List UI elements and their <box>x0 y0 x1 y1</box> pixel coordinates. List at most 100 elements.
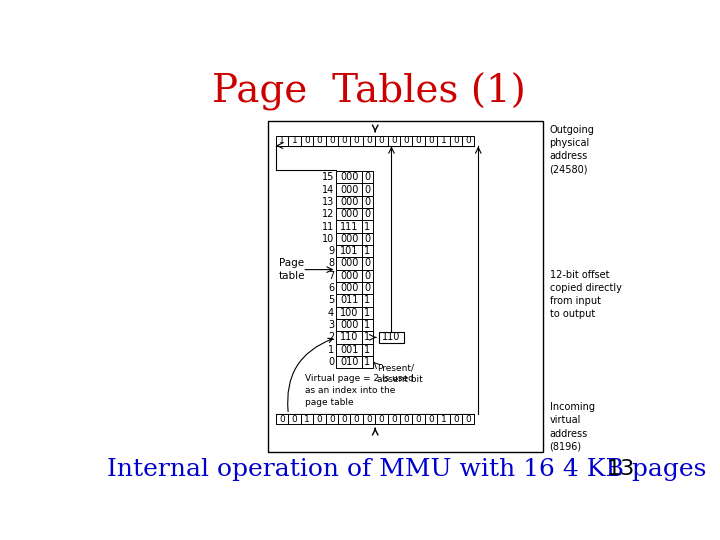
Bar <box>336 343 362 356</box>
Text: 011: 011 <box>340 295 359 306</box>
Text: 1: 1 <box>364 295 371 306</box>
Text: 0: 0 <box>364 283 371 293</box>
Text: 12-bit offset
copied directly
from input
to output: 12-bit offset copied directly from input… <box>549 269 621 319</box>
Bar <box>462 136 474 146</box>
Text: 100: 100 <box>340 308 359 318</box>
Text: 0: 0 <box>354 415 359 424</box>
Bar <box>449 136 462 146</box>
Text: 0: 0 <box>428 136 434 145</box>
Text: 10: 10 <box>322 234 334 244</box>
Text: 000: 000 <box>340 209 359 219</box>
Bar <box>336 294 362 307</box>
Bar <box>336 195 362 208</box>
Text: 1: 1 <box>279 136 285 145</box>
Text: 1: 1 <box>364 333 371 342</box>
Text: 1: 1 <box>328 345 334 355</box>
Bar <box>362 245 373 257</box>
Text: 0: 0 <box>354 136 359 145</box>
Bar <box>325 136 338 146</box>
Text: 0: 0 <box>279 415 285 424</box>
Bar <box>449 414 462 424</box>
Text: 9: 9 <box>328 246 334 256</box>
Text: 0: 0 <box>364 234 371 244</box>
Text: 000: 000 <box>340 234 359 244</box>
Text: 0: 0 <box>403 415 409 424</box>
Text: 000: 000 <box>340 271 359 281</box>
Text: 000: 000 <box>340 172 359 182</box>
Text: 001: 001 <box>340 345 359 355</box>
Text: 1: 1 <box>364 221 371 232</box>
Bar <box>336 184 362 195</box>
Bar <box>336 282 362 294</box>
Bar <box>276 136 289 146</box>
Bar <box>362 184 373 195</box>
Bar <box>313 136 325 146</box>
Bar <box>336 220 362 233</box>
Text: 6: 6 <box>328 283 334 293</box>
Text: 0: 0 <box>391 415 397 424</box>
Bar <box>276 414 289 424</box>
Text: 1: 1 <box>292 136 297 145</box>
Text: 0: 0 <box>364 185 371 194</box>
Text: 0: 0 <box>329 415 335 424</box>
Bar <box>338 136 351 146</box>
Bar <box>325 414 338 424</box>
Bar <box>362 282 373 294</box>
Bar <box>362 343 373 356</box>
Text: 0: 0 <box>329 136 335 145</box>
Text: 110: 110 <box>340 333 359 342</box>
Text: 110: 110 <box>382 333 400 342</box>
Text: 010: 010 <box>340 357 359 367</box>
Text: Outgoing
physical
address
(24580): Outgoing physical address (24580) <box>549 125 595 174</box>
Text: Internal operation of MMU with 16 4 KB pages: Internal operation of MMU with 16 4 KB p… <box>107 457 706 481</box>
Text: 14: 14 <box>322 185 334 194</box>
Text: 000: 000 <box>340 197 359 207</box>
Text: 11: 11 <box>322 221 334 232</box>
Text: 2: 2 <box>328 333 334 342</box>
Text: 0: 0 <box>391 136 397 145</box>
Bar <box>462 414 474 424</box>
Bar <box>362 257 373 269</box>
Text: 13: 13 <box>606 459 635 479</box>
Bar <box>437 136 449 146</box>
Text: 0: 0 <box>428 415 434 424</box>
Text: 1: 1 <box>364 246 371 256</box>
Bar <box>269 121 544 452</box>
Text: 101: 101 <box>340 246 359 256</box>
Bar <box>336 319 362 331</box>
Bar <box>437 414 449 424</box>
Bar <box>336 307 362 319</box>
Text: 0: 0 <box>341 136 347 145</box>
Text: 1: 1 <box>364 357 371 367</box>
Text: 000: 000 <box>340 320 359 330</box>
Text: 0: 0 <box>465 136 471 145</box>
Text: 0: 0 <box>465 415 471 424</box>
Text: 1: 1 <box>304 415 310 424</box>
Text: 0: 0 <box>364 172 371 182</box>
Bar <box>400 414 413 424</box>
Text: 000: 000 <box>340 283 359 293</box>
Text: Page
table: Page table <box>278 259 305 281</box>
Text: 8: 8 <box>328 259 334 268</box>
Bar <box>301 414 313 424</box>
Text: 0: 0 <box>379 415 384 424</box>
Text: Present/
absent bit: Present/ absent bit <box>377 363 423 383</box>
Bar <box>362 356 373 368</box>
Bar <box>363 136 375 146</box>
Text: 1: 1 <box>364 320 371 330</box>
Bar <box>362 220 373 233</box>
Text: 3: 3 <box>328 320 334 330</box>
Bar <box>336 331 362 343</box>
Text: 0: 0 <box>317 136 323 145</box>
Bar <box>375 414 387 424</box>
Bar <box>289 136 301 146</box>
Bar <box>301 136 313 146</box>
Text: 1: 1 <box>441 415 446 424</box>
Bar <box>379 332 404 343</box>
Text: 0: 0 <box>364 259 371 268</box>
Bar <box>351 414 363 424</box>
Bar <box>336 233 362 245</box>
Bar <box>387 136 400 146</box>
Bar <box>336 245 362 257</box>
Text: 0: 0 <box>304 136 310 145</box>
